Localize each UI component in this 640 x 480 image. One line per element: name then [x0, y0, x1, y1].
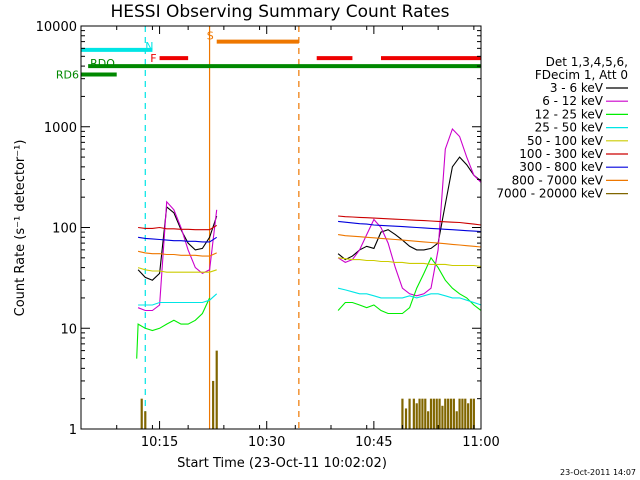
legend-entry-label: 6 - 12 keV: [542, 94, 604, 108]
series-line: [337, 256, 481, 315]
legend-entry-label: 100 - 300 keV: [519, 147, 603, 161]
series-line: [137, 267, 217, 273]
legend-entry-label: 50 - 100 keV: [527, 134, 604, 148]
series-line: [338, 257, 481, 268]
series-line: [337, 127, 481, 297]
state-flags: [81, 39, 481, 77]
series-line: [338, 215, 481, 226]
series-line: [138, 224, 217, 231]
series-line: [137, 200, 218, 312]
y-tick-label: 10000: [36, 20, 77, 35]
legend-entry-label: 12 - 25 keV: [535, 107, 604, 121]
series-line: [138, 236, 217, 243]
legend-header-2: FDecim 1, Att 0: [535, 68, 628, 82]
y-axis-label: Count Rate (s⁻¹ detector⁻¹): [13, 140, 28, 317]
timestamp: 23-Oct-2011 14:07: [560, 468, 636, 477]
x-axis-label: Start Time (23-Oct-11 10:02:02): [177, 456, 387, 471]
saa-flag-label: S: [207, 30, 214, 43]
x-tick-label: 10:45: [355, 435, 392, 450]
vertical-markers: [144, 26, 300, 429]
legend-entry-label: 7000 - 20000 keV: [496, 187, 603, 201]
series-line: [337, 156, 481, 261]
axes: 10:15 10:30 10:45 11:00 1 10 100 1000 10000: [36, 20, 500, 450]
x-tick-label: 11:00: [462, 435, 499, 450]
rdo-flag-label: RDO: [90, 57, 115, 70]
series-line: [137, 250, 217, 257]
series-line: [338, 234, 481, 248]
data-series: [136, 127, 481, 429]
y-tick-label: 100: [52, 222, 77, 237]
y-tick-label: 10: [60, 322, 77, 337]
legend-header-1: Det 1,3,4,5,6,: [546, 55, 628, 69]
series-line: [338, 220, 481, 233]
y-tick-label: 1000: [44, 121, 77, 136]
plot-area: [81, 26, 481, 429]
chart-title: HESSI Observing Summary Count Rates: [110, 2, 449, 22]
x-tick-label: 10:30: [248, 435, 285, 450]
flare-flag-label: F: [150, 52, 156, 65]
night-flag-label: N: [145, 40, 153, 53]
legend-entry-label: 800 - 7000 keV: [512, 173, 604, 187]
x-tick-label: 10:15: [141, 435, 178, 450]
y-tick-label: 1: [69, 423, 77, 438]
series-line: [138, 293, 218, 306]
rd6-flag-label: RD6: [56, 69, 79, 82]
legend-entry-label: 3 - 6 keV: [550, 81, 604, 95]
flag-labels: S NF RDO RD6: [56, 30, 214, 82]
series-line: [137, 205, 218, 281]
series-line: [136, 297, 211, 359]
legend-entry-label: 300 - 800 keV: [519, 160, 603, 174]
legend-entry-label: 25 - 50 keV: [535, 121, 604, 135]
series-line: [337, 287, 481, 306]
legend: Det 1,3,4,5,6, FDecim 1, Att 0 3 - 6 keV…: [496, 55, 628, 201]
